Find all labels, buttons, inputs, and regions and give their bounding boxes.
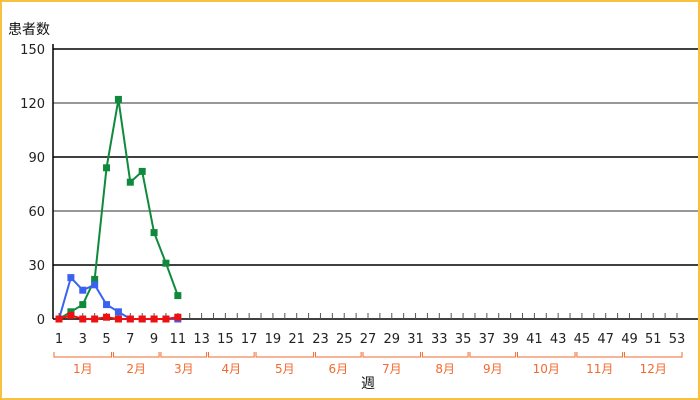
month-label: 8月 [435,362,455,376]
month-label: 10月 [533,362,560,376]
data-point [91,315,99,323]
data-point [91,275,99,283]
x-tick-label: 31 [407,332,424,347]
data-point [114,95,122,103]
x-tick-label: 9 [150,332,158,347]
x-tick-label: 29 [383,332,400,347]
x-tick-label: 51 [645,332,662,347]
data-point [138,167,146,175]
data-point [103,313,111,321]
y-tick-label: 120 [20,97,45,112]
x-tick-label: 25 [336,332,353,347]
x-tick-label: 53 [669,332,686,347]
month-bracket [53,352,113,358]
data-point [126,178,134,186]
x-tick-label: 23 [312,332,329,347]
series-line-1 [58,99,179,320]
x-tick-label: 49 [621,332,638,347]
y-tick-label: 150 [20,43,45,58]
data-point [103,301,111,309]
month-label: 2月 [126,362,146,376]
y-tick-label: 30 [28,259,45,274]
x-tick-label: 7 [126,332,134,347]
x-tick-label: 19 [265,332,282,347]
x-tick-label: 11 [170,332,187,347]
month-label: 9月 [483,362,503,376]
data-point [67,311,75,319]
data-point [150,315,158,323]
month-bracket [517,352,576,358]
data-point [103,164,111,172]
data-point [79,315,87,323]
x-tick-label: 35 [455,332,472,347]
data-point [162,315,170,323]
data-point [162,259,170,267]
x-tick-label: 47 [597,332,614,347]
x-tick-label: 15 [217,332,234,347]
month-bracket [421,352,469,358]
y-tick-label: 90 [28,151,45,166]
x-tick-label: 37 [479,332,496,347]
data-point [55,315,63,323]
data-point [174,292,182,300]
month-label: 3月 [174,362,194,376]
data-point [79,301,87,309]
month-bracket [314,352,362,358]
month-label: 5月 [275,362,295,376]
month-bracket [623,352,683,358]
data-point [67,274,75,282]
x-tick-label: 41 [526,332,543,347]
data-point [79,286,87,294]
x-tick-label: 5 [102,332,110,347]
data-point [114,308,122,316]
y-tick-label: 60 [28,205,45,220]
x-tick-label: 13 [193,332,210,347]
month-bracket [576,352,624,358]
x-tick-label: 45 [574,332,591,347]
month-label: 4月 [222,362,242,376]
month-label: 12月 [640,362,667,376]
month-bracket [208,352,255,358]
x-tick-label: 21 [288,332,305,347]
x-tick-label: 33 [431,332,448,347]
month-label: 6月 [328,362,348,376]
data-point [150,229,158,237]
month-bracket [255,352,315,358]
month-bracket [112,352,160,358]
data-point [138,315,146,323]
data-point [114,315,122,323]
x-tick-label: 43 [550,332,567,347]
month-label: 11月 [586,362,613,376]
x-tick-label: 1 [55,332,63,347]
month-label: 1月 [73,362,93,376]
month-bracket [469,352,517,358]
y-axis-label: 患者数 [8,22,50,38]
x-tick-label: 39 [502,332,519,347]
month-bracket [160,352,208,358]
month-bracket [362,352,422,358]
x-tick-label: 17 [241,332,258,347]
data-point [126,315,134,323]
data-point [174,313,182,321]
y-tick-label: 0 [37,313,45,328]
data-point [91,281,99,289]
x-axis-label: 週 [361,376,375,392]
x-tick-label: 3 [79,332,87,347]
data-point [67,308,75,316]
month-label: 7月 [382,362,402,376]
x-tick-label: 27 [360,332,377,347]
